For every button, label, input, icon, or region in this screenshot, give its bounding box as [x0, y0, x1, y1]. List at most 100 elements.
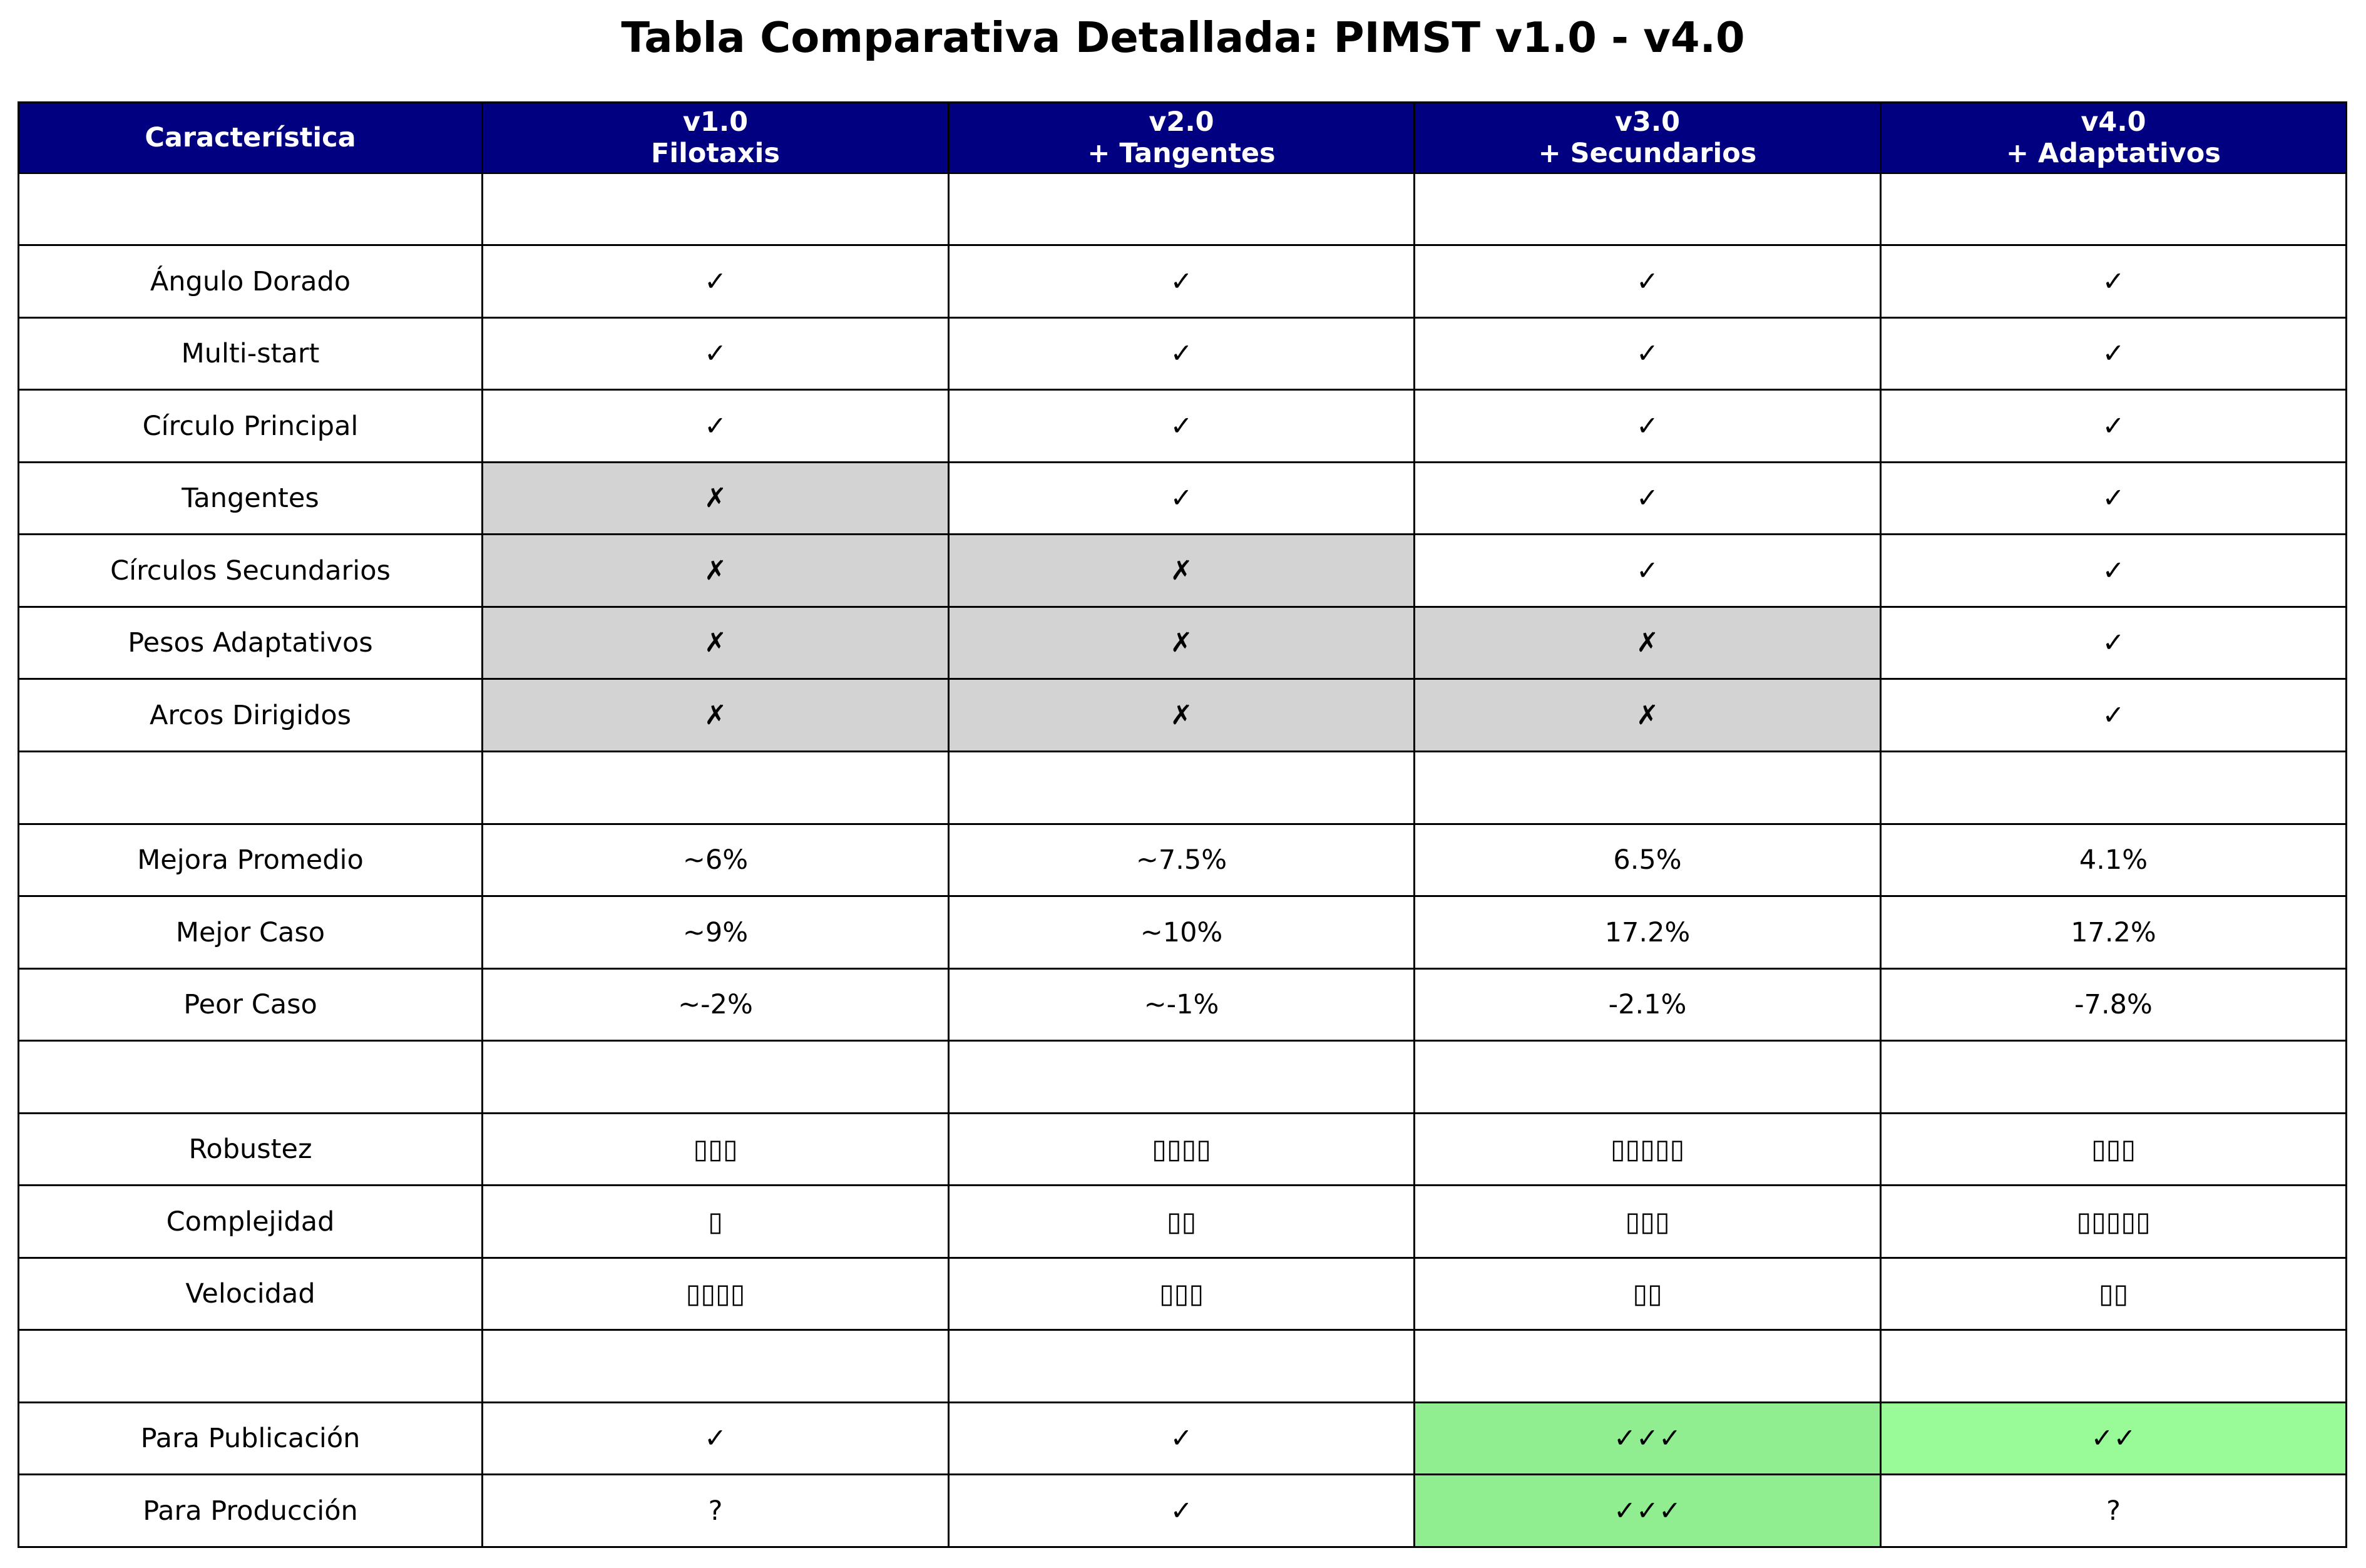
row-label: Velocidad — [18, 1257, 483, 1331]
row-label: Para Producción — [18, 1473, 483, 1548]
header-version: v2.0 + Tangentes — [948, 101, 1415, 174]
table-cell: ? — [481, 1473, 950, 1548]
table-cell: ✓ — [481, 389, 950, 463]
chart-title: Tabla Comparativa Detallada: PIMST v1.0 … — [621, 13, 1745, 62]
table-cell: ✗ — [948, 678, 1415, 752]
table-cell: ✗ — [948, 606, 1415, 680]
table-cell: ✓✓ — [1880, 1401, 2347, 1475]
table-cell: ▯▯▯ — [481, 1112, 950, 1186]
table-cell: ~7.5% — [948, 823, 1415, 897]
table-cell: ✗ — [1413, 606, 1882, 680]
header-version: v4.0 + Adaptativos — [1880, 101, 2347, 174]
table-cell: ✓ — [1413, 317, 1882, 391]
table-cell: ~-1% — [948, 968, 1415, 1042]
table-cell: ✓ — [948, 1473, 1415, 1548]
table-cell: ✓ — [1880, 389, 2347, 463]
table-cell: ✓✓✓ — [1413, 1401, 1882, 1475]
table-cell — [1413, 1040, 1882, 1114]
table-cell: ✗ — [948, 533, 1415, 608]
row-label: Ángulo Dorado — [18, 244, 483, 319]
table-cell: ✓ — [948, 244, 1415, 319]
table-cell: ✗ — [481, 606, 950, 680]
row-label: Círculo Principal — [18, 389, 483, 463]
row-label — [18, 1040, 483, 1114]
row-label: Complejidad — [18, 1184, 483, 1259]
table-cell: 17.2% — [1413, 895, 1882, 970]
table-cell: ✓ — [481, 244, 950, 319]
table-cell: ▯▯▯ — [948, 1257, 1415, 1331]
table-cell — [481, 172, 950, 246]
table-cell: ✓ — [1880, 317, 2347, 391]
header-version: v1.0 Filotaxis — [481, 101, 950, 174]
row-label: Robustez — [18, 1112, 483, 1186]
table-cell: ✗ — [481, 461, 950, 535]
row-label — [18, 172, 483, 246]
header-line2: + Tangentes — [1087, 138, 1276, 169]
header-feature: Característica — [18, 101, 483, 174]
header-line1: Característica — [145, 122, 356, 153]
table-cell — [1413, 751, 1882, 825]
table-cell: ✓ — [481, 1401, 950, 1475]
table-cell: ▯▯ — [1880, 1257, 2347, 1331]
table-cell: ▯▯▯ — [1413, 1184, 1882, 1259]
table-cell: ✓ — [1413, 244, 1882, 319]
table-cell: ✗ — [481, 533, 950, 608]
table-cell — [948, 751, 1415, 825]
table-cell — [1413, 1329, 1882, 1403]
table-cell: ✓ — [948, 461, 1415, 535]
table-cell: ? — [1880, 1473, 2347, 1548]
table-cell — [1413, 172, 1882, 246]
table-cell: ▯▯ — [1413, 1257, 1882, 1331]
table-cell: ✗ — [481, 678, 950, 752]
row-label: Mejor Caso — [18, 895, 483, 970]
table-cell: ✓ — [481, 317, 950, 391]
header-line1: v1.0 — [682, 106, 749, 138]
row-label: Círculos Secundarios — [18, 533, 483, 608]
table-cell — [481, 1329, 950, 1403]
table-cell — [481, 1040, 950, 1114]
table-cell: ▯▯▯▯ — [481, 1257, 950, 1331]
table-cell: ~9% — [481, 895, 950, 970]
table-cell: 17.2% — [1880, 895, 2347, 970]
table-cell — [948, 172, 1415, 246]
header-line2: + Secundarios — [1538, 138, 1757, 169]
table-cell: ~10% — [948, 895, 1415, 970]
table-cell: ▯▯▯ — [1880, 1112, 2347, 1186]
header-line2: Filotaxis — [650, 138, 781, 169]
comparison-table: Característica v1.0 Filotaxis v2.0 + Tangent… — [18, 101, 2347, 1548]
table-cell: ✓ — [948, 389, 1415, 463]
row-label: Peor Caso — [18, 968, 483, 1042]
table-cell: ▯▯▯▯▯ — [1880, 1184, 2347, 1259]
table-cell: 6.5% — [1413, 823, 1882, 897]
row-label: Mejora Promedio — [18, 823, 483, 897]
table-cell: ▯▯ — [948, 1184, 1415, 1259]
table-cell — [481, 751, 950, 825]
row-label: Pesos Adaptativos — [18, 606, 483, 680]
table-cell — [1880, 1040, 2347, 1114]
table-cell — [948, 1329, 1415, 1403]
table-cell: ▯ — [481, 1184, 950, 1259]
row-label: Tangentes — [18, 461, 483, 535]
table-cell: ✓ — [1413, 461, 1882, 535]
table-cell: ✓ — [1880, 533, 2347, 608]
table-cell: ✓ — [1413, 533, 1882, 608]
header-line2: + Adaptativos — [2006, 138, 2221, 169]
table-cell: ▯▯▯▯▯ — [1413, 1112, 1882, 1186]
table-cell: ✓ — [948, 1401, 1415, 1475]
table-cell — [1880, 751, 2347, 825]
row-label: Para Publicación — [18, 1401, 483, 1475]
header-line1: v3.0 — [1614, 106, 1681, 138]
table-cell: ~-2% — [481, 968, 950, 1042]
table-cell — [1880, 1329, 2347, 1403]
table-cell: ✓ — [1880, 678, 2347, 752]
table-cell: ✓ — [1880, 244, 2347, 319]
table-cell: ✓ — [1880, 606, 2347, 680]
header-line1: v2.0 — [1149, 106, 1214, 138]
table-cell: -2.1% — [1413, 968, 1882, 1042]
row-label: Multi-start — [18, 317, 483, 391]
table-cell: -7.8% — [1880, 968, 2347, 1042]
table-cell — [1880, 172, 2347, 246]
row-label: Arcos Dirigidos — [18, 678, 483, 752]
row-label — [18, 751, 483, 825]
table-cell: ▯▯▯▯ — [948, 1112, 1415, 1186]
